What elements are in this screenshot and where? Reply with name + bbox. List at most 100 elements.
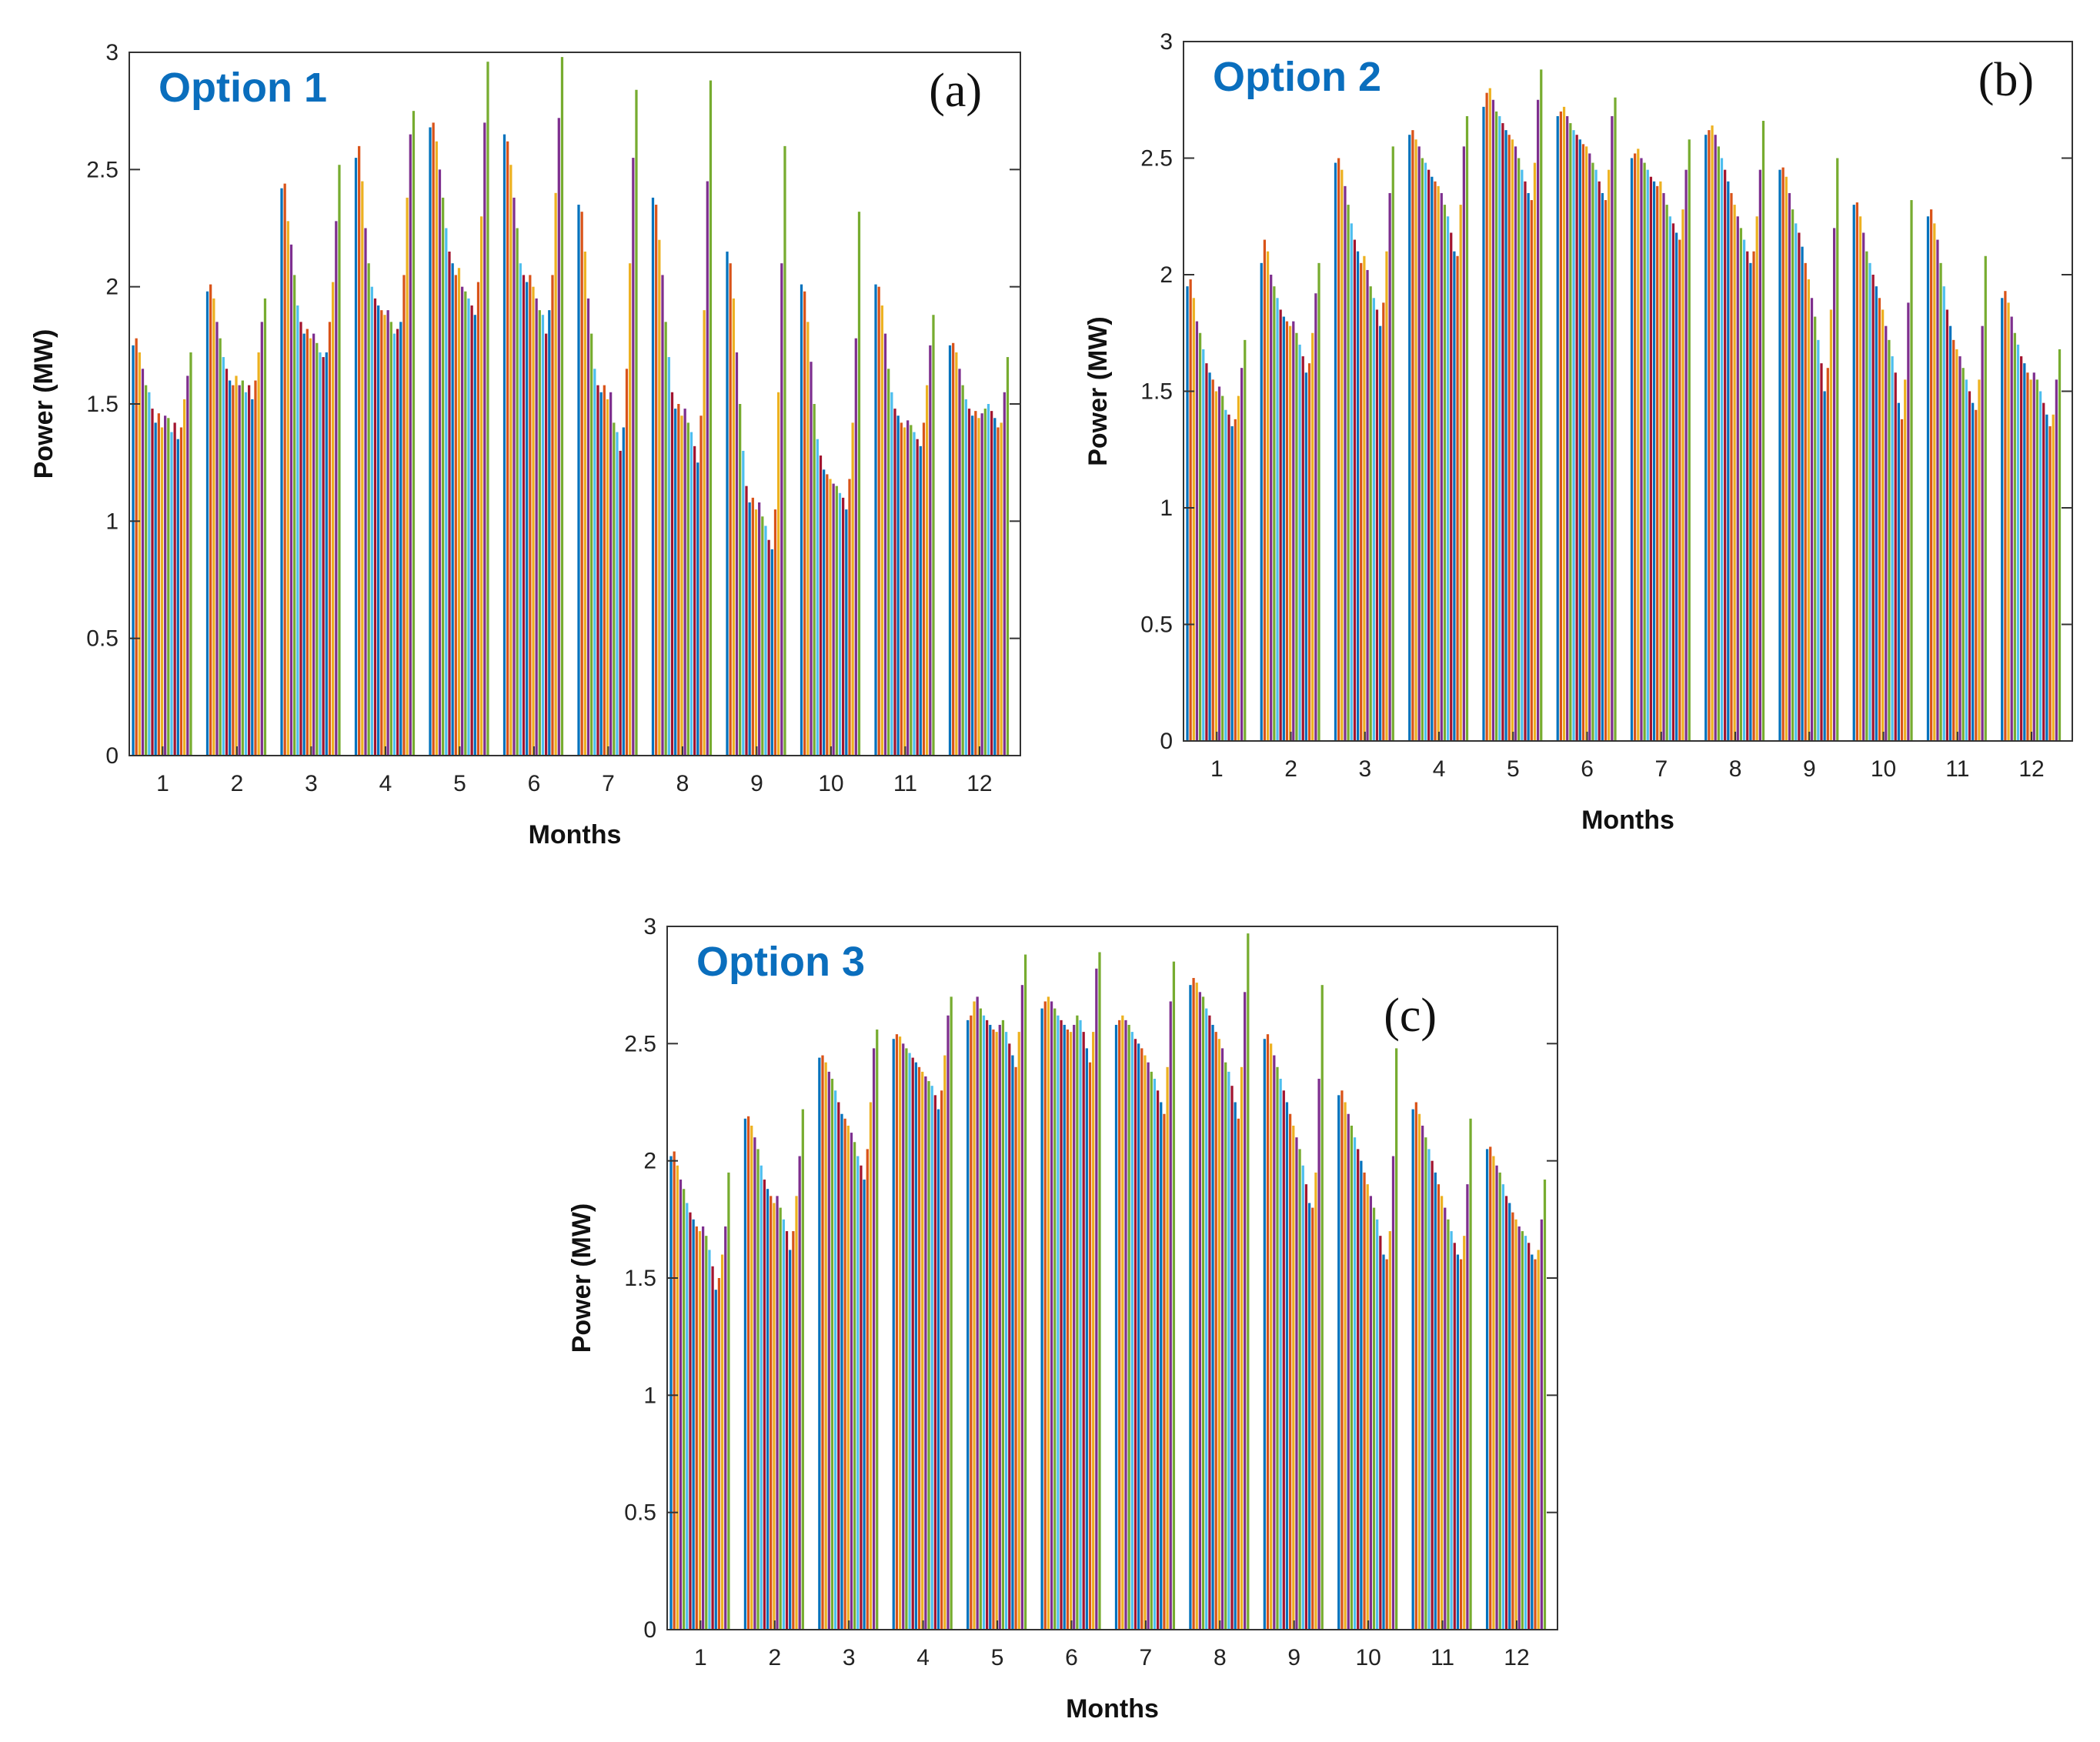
x-tick-label: 3 — [1358, 756, 1371, 782]
bar — [898, 1036, 902, 1630]
bar — [1133, 1039, 1137, 1630]
bar — [883, 333, 887, 756]
bar — [1942, 286, 1945, 741]
bar — [257, 352, 260, 756]
bar — [1124, 1020, 1127, 1630]
bar — [1855, 202, 1859, 741]
bar — [677, 404, 680, 756]
bar — [1147, 1062, 1150, 1630]
bar — [950, 996, 953, 1630]
bar — [1463, 1236, 1466, 1630]
bar — [1752, 251, 1755, 741]
bar — [686, 422, 689, 756]
bar — [851, 422, 854, 756]
bar — [669, 1156, 673, 1630]
bar — [254, 380, 257, 756]
x-tick-label: 9 — [1803, 756, 1816, 782]
bar — [1434, 181, 1437, 742]
bar — [770, 549, 773, 756]
bar — [1453, 251, 1456, 741]
bar — [860, 1165, 863, 1630]
bar — [1514, 146, 1517, 742]
bar — [289, 244, 293, 756]
bar — [238, 385, 241, 756]
bar — [1385, 251, 1388, 741]
bar — [1366, 1184, 1369, 1630]
bar — [726, 251, 729, 756]
bar — [1501, 123, 1504, 742]
bar — [1730, 192, 1733, 741]
bar — [283, 183, 286, 756]
bar — [818, 1057, 821, 1630]
bar — [829, 479, 832, 756]
bar — [241, 380, 244, 756]
x-tick-label: 7 — [602, 771, 615, 796]
bar — [2045, 414, 2048, 741]
bar — [967, 409, 971, 756]
bar — [1733, 205, 1736, 742]
bar — [952, 342, 955, 756]
bar — [651, 197, 655, 756]
bar-group-month-10 — [800, 212, 861, 756]
bar — [2035, 379, 2039, 741]
bar — [2052, 414, 2055, 741]
bar-group-month-5 — [429, 62, 489, 756]
bar — [1273, 286, 1276, 741]
bar — [1417, 1113, 1421, 1630]
bar — [1347, 1113, 1350, 1630]
bar — [973, 1001, 976, 1630]
bar — [173, 422, 176, 756]
bar — [1414, 1102, 1417, 1630]
bar — [930, 1086, 933, 1630]
bar — [1437, 1184, 1441, 1630]
bar — [1295, 332, 1298, 741]
y-tick-label: 0 — [643, 1617, 656, 1643]
bar — [1043, 1001, 1047, 1630]
bar — [476, 282, 480, 756]
bar — [1829, 309, 1833, 741]
bar — [1823, 391, 1826, 741]
bar — [1758, 169, 1761, 741]
bar — [948, 345, 952, 756]
bar — [389, 322, 392, 756]
bar — [1930, 209, 1933, 741]
bar — [1832, 228, 1836, 741]
bar-group-month-4 — [354, 111, 416, 756]
bar — [1363, 1172, 1366, 1630]
bar — [1076, 1015, 1079, 1630]
bar — [1357, 1149, 1360, 1630]
bar — [751, 497, 754, 756]
bar — [215, 322, 219, 756]
bar — [1511, 139, 1514, 741]
bar — [2010, 316, 2013, 741]
bar — [964, 399, 967, 756]
bar — [1356, 251, 1360, 741]
bar — [813, 404, 816, 756]
bar — [1050, 1001, 1053, 1630]
bar — [1556, 115, 1559, 741]
bar — [1453, 1243, 1456, 1630]
bar — [1221, 395, 1224, 741]
bar — [916, 439, 919, 756]
bar — [905, 1048, 908, 1630]
x-tick-label: 8 — [676, 771, 689, 796]
bar — [1214, 391, 1217, 741]
bar — [1372, 298, 1375, 741]
bar — [927, 1081, 930, 1630]
bar — [1344, 185, 1347, 742]
bar — [1298, 344, 1301, 741]
bar — [442, 197, 445, 756]
bar — [1127, 1024, 1130, 1630]
bar — [1230, 425, 1234, 741]
bar — [616, 432, 619, 756]
bar — [1082, 1032, 1085, 1630]
bar — [606, 399, 609, 756]
bar — [705, 1236, 708, 1630]
bar — [830, 1079, 834, 1630]
bar — [1189, 985, 1192, 1630]
bar — [1298, 1149, 1301, 1630]
bar — [467, 298, 470, 756]
bar — [1894, 372, 1897, 741]
bar — [971, 415, 974, 756]
x-tick-label: 7 — [1140, 1645, 1153, 1670]
